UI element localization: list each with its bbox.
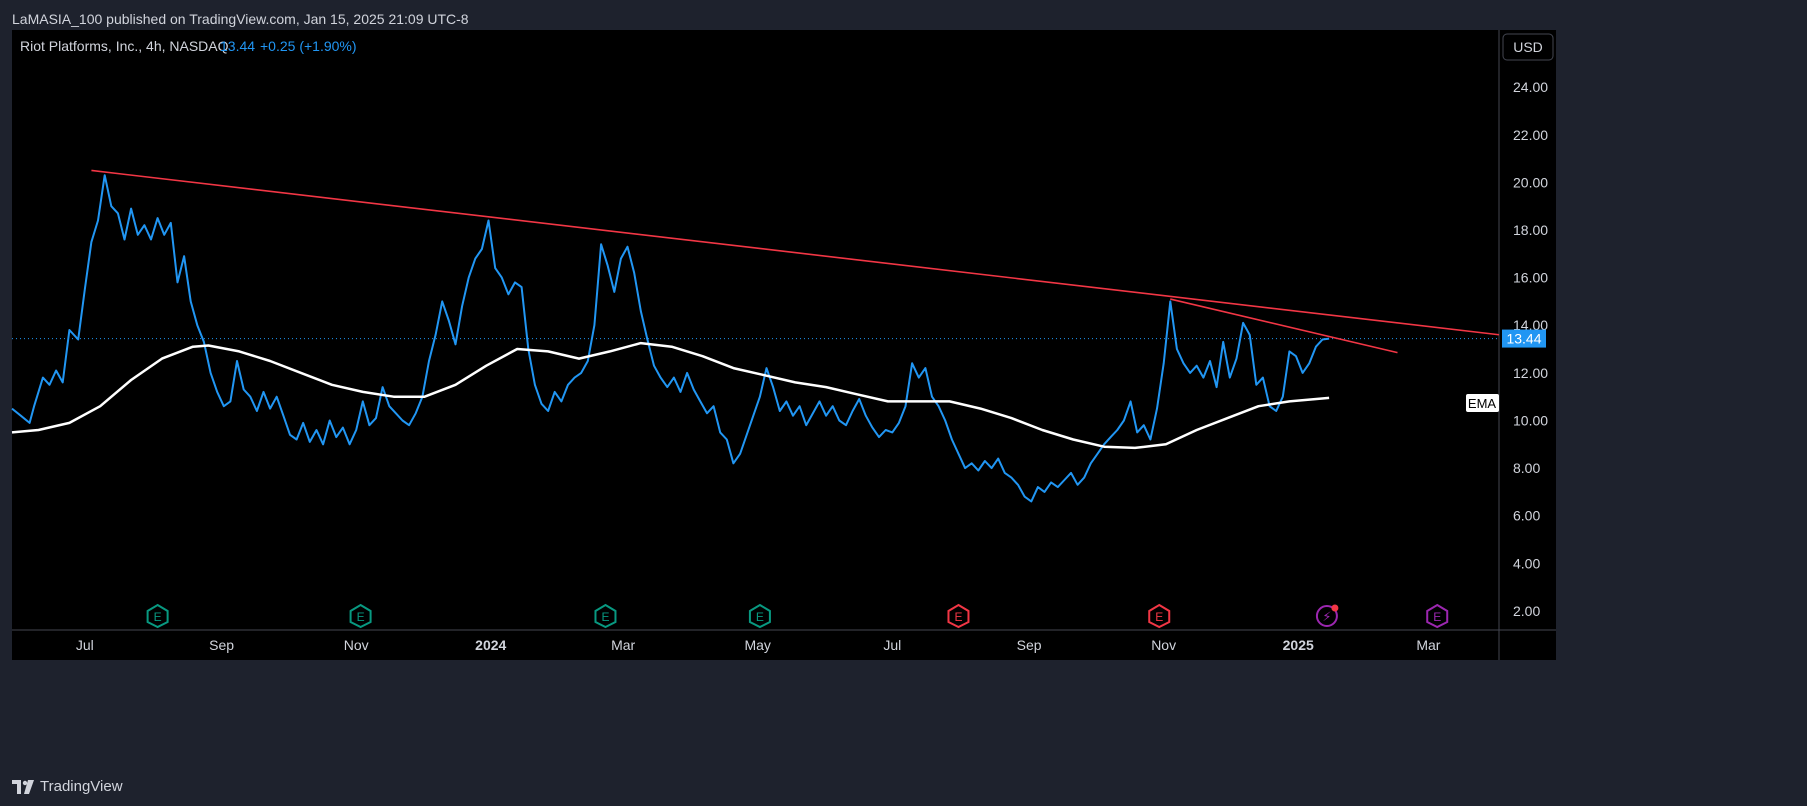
earnings-event-icon[interactable] bbox=[146, 603, 169, 629]
price-line[interactable] bbox=[11, 174, 1330, 503]
currency-button[interactable] bbox=[1502, 33, 1554, 61]
x-tick-label: Mar bbox=[1416, 637, 1440, 653]
earnings-event-label: E bbox=[601, 610, 609, 624]
chart-background bbox=[12, 30, 1556, 660]
last-price-tag bbox=[1502, 329, 1546, 348]
y-tick-label: 14.00 bbox=[1513, 317, 1548, 333]
earnings-event-label: E bbox=[1155, 610, 1163, 624]
earnings-event-icon[interactable] bbox=[349, 603, 372, 629]
trendline[interactable] bbox=[91, 169, 1500, 336]
y-tick-label: 24.00 bbox=[1513, 79, 1548, 95]
y-tick-label: 20.00 bbox=[1513, 174, 1548, 190]
currency-label: USD bbox=[1513, 39, 1543, 55]
x-tick-label: Jul bbox=[883, 637, 901, 653]
x-tick-label: Sep bbox=[1017, 637, 1042, 653]
tradingview-brand: TradingView bbox=[40, 778, 123, 795]
event-notification-dot bbox=[1331, 604, 1339, 612]
ema-line[interactable] bbox=[11, 341, 1330, 450]
x-tick-label: 2025 bbox=[1283, 637, 1314, 653]
published-text: LaMASIA_100 published on TradingView.com… bbox=[12, 11, 469, 27]
x-tick-label: May bbox=[744, 637, 770, 653]
y-tick-label: 12.00 bbox=[1513, 365, 1548, 381]
x-tick-label: Nov bbox=[344, 637, 369, 653]
y-tick-label: 6.00 bbox=[1513, 508, 1540, 524]
y-tick-label: 16.00 bbox=[1513, 270, 1548, 286]
earnings-event-icon[interactable] bbox=[748, 603, 771, 629]
split-event-label: ⚡ bbox=[1322, 609, 1331, 624]
x-tick-label: Sep bbox=[209, 637, 234, 653]
legend-last-value: 13.44 bbox=[220, 38, 255, 54]
y-tick-label: 4.00 bbox=[1513, 555, 1540, 571]
earnings-event-icon[interactable] bbox=[594, 603, 617, 629]
earnings-event-label: E bbox=[1433, 610, 1441, 624]
earnings-event-icon[interactable] bbox=[1426, 603, 1449, 629]
x-tick-label: Jul bbox=[76, 637, 94, 653]
earnings-event-label: E bbox=[154, 610, 162, 624]
ema-tag-label: EMA bbox=[1468, 396, 1497, 411]
last-price-value: 13.44 bbox=[1506, 331, 1541, 347]
earnings-event-icon[interactable] bbox=[1148, 603, 1171, 629]
y-tick-label: 18.00 bbox=[1513, 222, 1548, 238]
y-tick-label: 2.00 bbox=[1513, 603, 1540, 619]
y-tick-label: 10.00 bbox=[1513, 412, 1548, 428]
earnings-event-label: E bbox=[756, 610, 764, 624]
tradingview-logo-icon bbox=[12, 779, 34, 794]
ema-tag[interactable] bbox=[1466, 394, 1499, 412]
y-tick-label: 22.00 bbox=[1513, 127, 1548, 143]
legend-symbol: Riot Platforms, Inc., 4h, NASDAQ bbox=[20, 38, 229, 54]
legend-change: +0.25 (+1.90%) bbox=[260, 38, 357, 54]
x-tick-label: 2024 bbox=[475, 637, 506, 653]
tradingview-logo[interactable]: TradingView bbox=[12, 778, 123, 795]
earnings-event-label: E bbox=[357, 610, 365, 624]
earnings-event-label: E bbox=[954, 610, 962, 624]
trendline[interactable] bbox=[1170, 298, 1398, 354]
x-tick-label: Mar bbox=[611, 637, 635, 653]
y-tick-label: 8.00 bbox=[1513, 460, 1540, 476]
x-tick-label: Nov bbox=[1151, 637, 1176, 653]
split-event-icon[interactable] bbox=[1315, 605, 1338, 627]
chart-right-frame bbox=[1556, 30, 1807, 660]
bottom-bar: TradingView bbox=[0, 762, 1807, 806]
earnings-event-icon[interactable] bbox=[947, 603, 970, 629]
